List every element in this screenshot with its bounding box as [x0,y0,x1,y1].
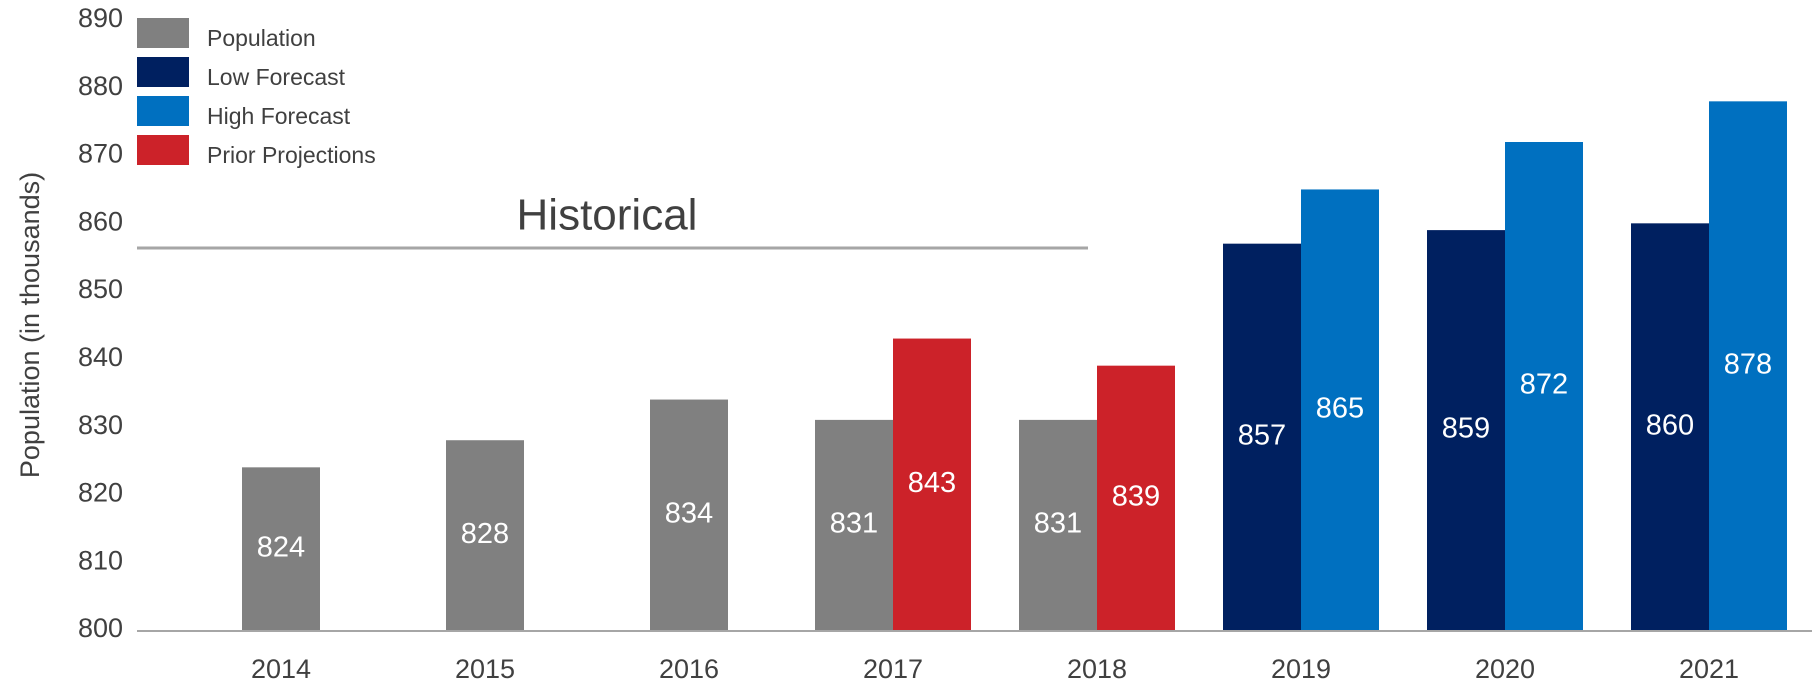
bar [893,338,971,630]
x-tick-label: 2016 [659,654,719,684]
y-tick-label: 810 [78,545,123,575]
bar [650,399,728,630]
value-label: 839 [1112,480,1160,512]
x-tick-label: 2019 [1271,654,1331,684]
bar [1505,142,1583,630]
value-label: 834 [665,497,713,529]
y-tick-label: 820 [78,478,123,508]
bar [1631,223,1709,631]
y-tick-label: 830 [78,410,123,440]
value-label: 828 [461,518,509,550]
value-label: 831 [1034,508,1082,540]
legend-swatch [137,57,189,87]
legend-label: Prior Projections [207,142,376,168]
y-tick-label: 840 [78,342,123,372]
legend-swatch [137,18,189,48]
bar [1019,419,1097,630]
x-tick-label: 2017 [863,654,923,684]
x-tick-label: 2015 [455,654,515,684]
value-label: 843 [908,467,956,499]
bar [815,419,893,630]
x-tick-label: 2020 [1475,654,1535,684]
x-tick-label: 2021 [1679,654,1739,684]
value-label: 824 [257,531,305,563]
y-tick-label: 890 [78,3,123,33]
annotation: Historical [517,191,698,240]
y-tick-label: 870 [78,139,123,169]
bar [446,440,524,630]
y-tick-label: 800 [78,613,123,643]
bar [1709,101,1787,631]
y-tick-label: 880 [78,71,123,101]
x-tick-label: 2014 [251,654,311,684]
bar [1427,230,1505,630]
y-tick-label: 860 [78,206,123,236]
value-label: 878 [1724,348,1772,380]
bar [1301,189,1379,630]
value-label: 859 [1442,413,1490,445]
value-label: 872 [1520,369,1568,401]
legend-label: High Forecast [207,103,351,129]
legend-label: Population [207,25,316,51]
x-tick-label: 2018 [1067,654,1127,684]
bar [1223,243,1301,630]
y-tick-label: 850 [78,274,123,304]
value-label: 857 [1238,419,1286,451]
value-label: 831 [830,508,878,540]
bar [1097,365,1175,630]
y-axis-label: Population (in thousands) [15,172,45,478]
legend-swatch [137,135,189,165]
value-label: 865 [1316,392,1364,424]
legend-label: Low Forecast [207,64,346,90]
value-label: 860 [1646,409,1694,441]
legend-swatch [137,96,189,126]
bar [242,467,320,630]
